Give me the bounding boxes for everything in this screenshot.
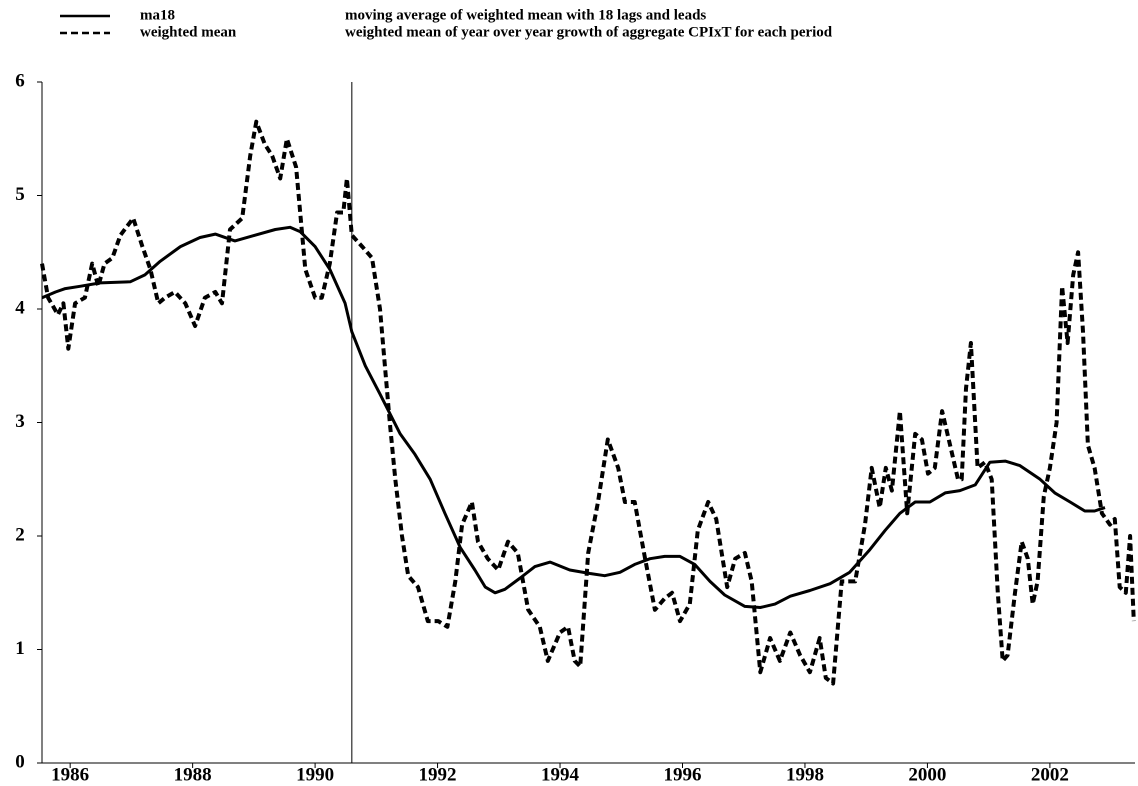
- x-tick-label: 1988: [174, 764, 212, 785]
- y-tick-label: 6: [15, 70, 25, 91]
- y-tick-label: 3: [15, 411, 25, 432]
- legend-label: ma18: [140, 7, 175, 23]
- legend-label: weighted mean: [140, 24, 237, 40]
- series-line: [40, 119, 1136, 686]
- y-tick-label: 4: [15, 297, 25, 318]
- y-tick-label: 2: [15, 524, 25, 545]
- legend-description: moving average of weighted mean with 18 …: [345, 7, 706, 23]
- x-tick-label: 2002: [1031, 764, 1069, 785]
- x-tick-label: 1996: [663, 764, 701, 785]
- y-tick-label: 0: [15, 751, 25, 772]
- x-tick-label: 1994: [541, 764, 580, 785]
- y-tick-label: 1: [15, 638, 25, 659]
- x-tick-label: 1998: [786, 764, 824, 785]
- series-line: [41, 225, 1106, 609]
- x-tick-label: 1986: [51, 764, 89, 785]
- x-tick-label: 1992: [419, 764, 457, 785]
- x-tick-label: 1990: [296, 764, 334, 785]
- x-tick-label: 2000: [908, 764, 946, 785]
- y-tick-label: 5: [15, 184, 25, 205]
- legend-description: weighted mean of year over year growth o…: [345, 24, 833, 40]
